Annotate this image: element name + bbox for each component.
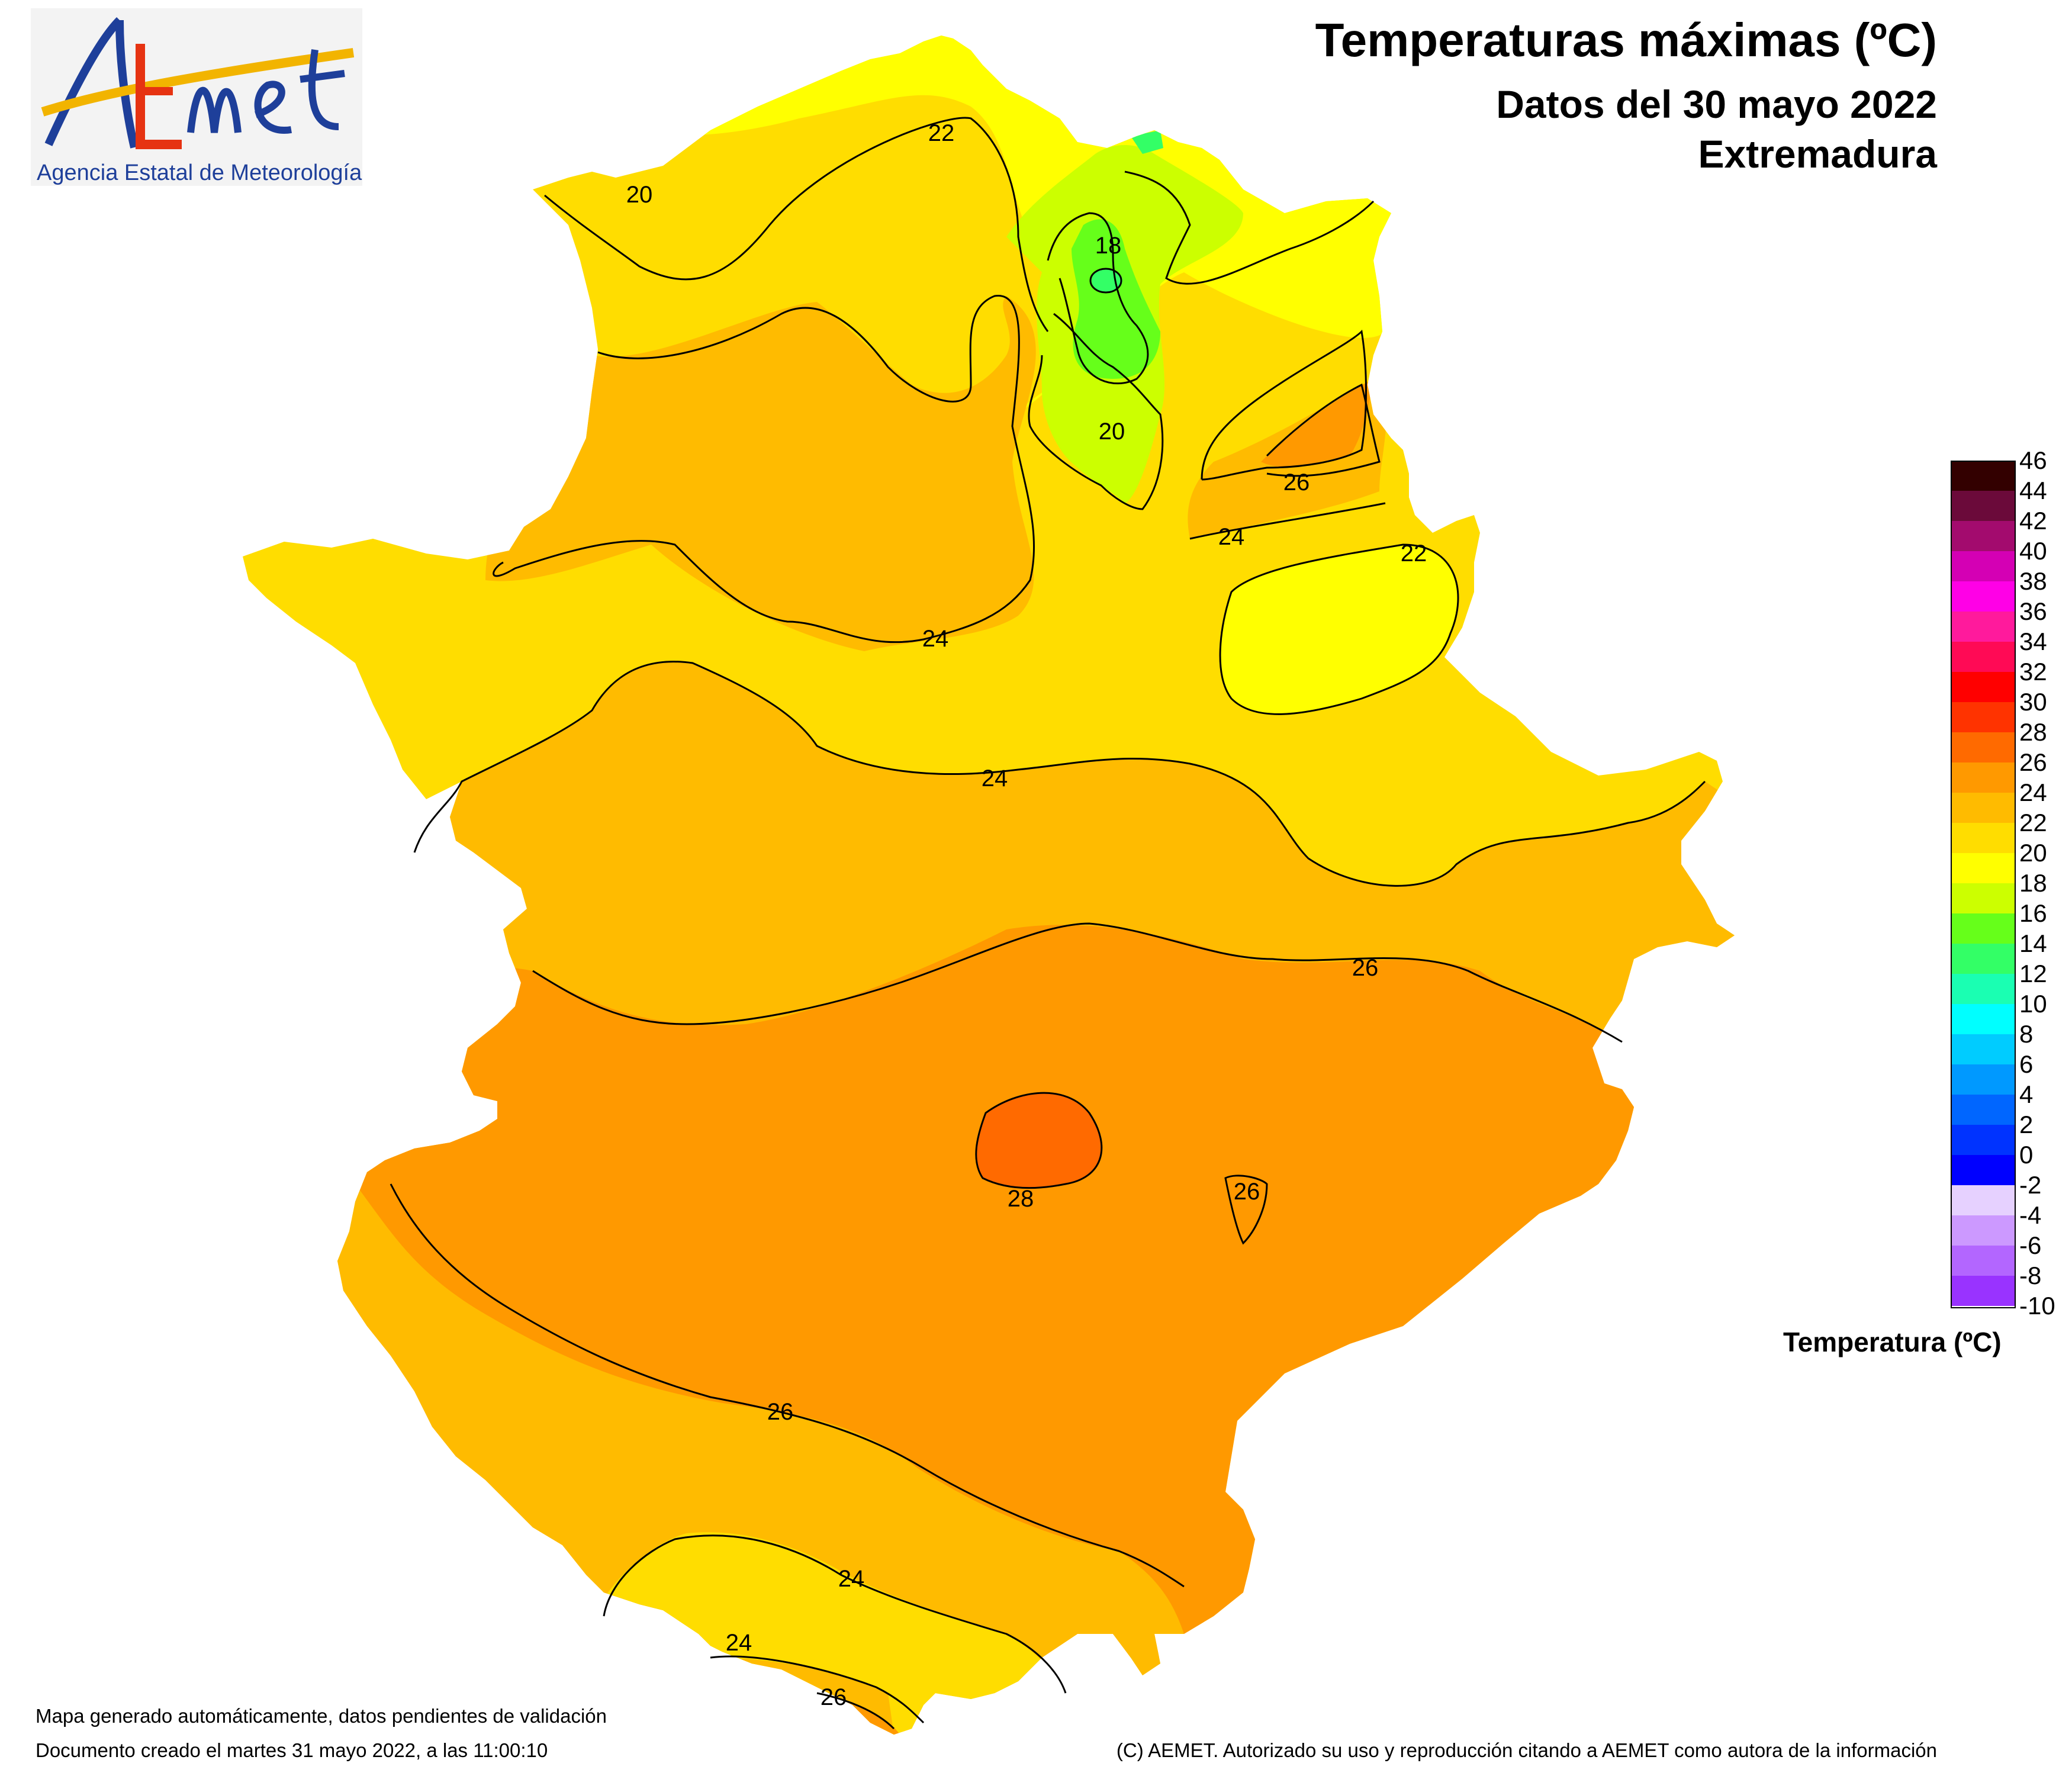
- legend-tick: 34: [2019, 628, 2047, 655]
- contour-label: 26: [821, 1684, 847, 1710]
- contour-label: 26: [767, 1399, 794, 1425]
- legend-swatch: [1951, 974, 2015, 1004]
- footer-copyright: (C) AEMET. Autorizado su uso y reproducc…: [1116, 1739, 1937, 1761]
- legend-tick: 42: [2019, 507, 2047, 535]
- legend-swatch: [1951, 1064, 2015, 1095]
- footer-created: Documento creado el martes 31 mayo 2022,…: [36, 1739, 548, 1761]
- map-title: Temperaturas máximas (ºC): [1315, 14, 1937, 66]
- legend-tick: 26: [2019, 748, 2047, 776]
- legend-swatch: [1951, 732, 2015, 762]
- legend-tick: 14: [2019, 929, 2047, 957]
- legend-tick: 38: [2019, 567, 2047, 595]
- isolines: [390, 117, 1706, 1730]
- contour-label: 24: [726, 1630, 752, 1656]
- legend-frame: [1951, 461, 2016, 1308]
- legend-tick: -4: [2019, 1201, 2042, 1229]
- legend-tick: 4: [2019, 1080, 2034, 1108]
- contour-label: 28: [1008, 1186, 1034, 1212]
- aemet-logo-mark: Agencia Estatal de Meteorología: [37, 17, 362, 185]
- legend-swatch: [1951, 853, 2015, 883]
- legend-swatch: [1951, 491, 2015, 521]
- agency-name: Agencia Estatal de Meteorología: [37, 160, 362, 185]
- band-14-16: [1131, 130, 1163, 154]
- legend-swatch: [1951, 642, 2015, 672]
- legend-tick: 8: [2019, 1020, 2034, 1048]
- legend-swatch: [1951, 1155, 2015, 1185]
- contour-label: 22: [928, 120, 955, 146]
- legend-swatch: [1951, 581, 2015, 612]
- legend-tick: 30: [2019, 688, 2047, 716]
- legend-swatch: [1951, 1004, 2015, 1034]
- legend-tick: 44: [2019, 477, 2047, 504]
- band-16-18: [1072, 219, 1160, 379]
- legend-swatch: [1951, 1246, 2015, 1276]
- contour-label: 24: [982, 765, 1008, 792]
- legend-tick: -6: [2019, 1231, 2042, 1259]
- legend-swatch: [1951, 944, 2015, 974]
- contour-label: 24: [1218, 524, 1245, 550]
- map-date: Datos del 30 mayo 2022: [1496, 82, 1937, 126]
- legend-swatch: [1951, 762, 2015, 793]
- legend-tick: 6: [2019, 1050, 2034, 1078]
- legend-swatch: [1951, 672, 2015, 702]
- legend-swatch: [1951, 521, 2015, 551]
- legend-tick: 32: [2019, 658, 2047, 686]
- legend-tick: 16: [2019, 899, 2047, 927]
- legend-tick: 10: [2019, 990, 2047, 1018]
- legend-swatch: [1951, 793, 2015, 823]
- legend-swatch: [1951, 702, 2015, 732]
- contour-label: 20: [1099, 419, 1125, 445]
- legend-swatch: [1951, 913, 2015, 944]
- legend-title: Temperatura (ºC): [1783, 1327, 2002, 1357]
- band-24-26-north: [485, 296, 1036, 651]
- map-region: Extremadura: [1698, 132, 1937, 176]
- legend-swatch: [1951, 1034, 2015, 1064]
- contour-label: 20: [626, 182, 653, 208]
- legend-swatch: [1951, 551, 2015, 581]
- legend-tick: -2: [2019, 1171, 2042, 1199]
- legend-swatch: [1951, 461, 2015, 491]
- contour-label: 26: [1283, 469, 1310, 496]
- legend-tick: 2: [2019, 1111, 2034, 1138]
- legend-tick: 40: [2019, 537, 2047, 565]
- legend-tick: 22: [2019, 809, 2047, 836]
- legend-tick: -10: [2019, 1292, 2055, 1320]
- legend-tick: 24: [2019, 778, 2047, 806]
- band-26-28-ne: [1261, 379, 1373, 467]
- legend-swatch: [1951, 1125, 2015, 1155]
- legend-swatch: [1951, 1276, 2015, 1306]
- contour-label: 22: [1401, 540, 1427, 567]
- band-20-22-east: [1220, 545, 1459, 715]
- contour-label: 26: [1234, 1179, 1260, 1205]
- legend-swatch: [1951, 1095, 2015, 1125]
- legend-tick: 12: [2019, 960, 2047, 987]
- legend-tick: 18: [2019, 869, 2047, 897]
- footer-note: Mapa generado automáticamente, datos pen…: [36, 1705, 607, 1727]
- legend-swatch: [1951, 823, 2015, 853]
- legend-swatch: [1951, 612, 2015, 642]
- legend-swatch: [1951, 1185, 2015, 1215]
- legend-tick: 28: [2019, 718, 2047, 746]
- legend-swatch: [1951, 1215, 2015, 1246]
- legend-swatch: [1951, 883, 2015, 913]
- contour-label: 18: [1095, 233, 1122, 259]
- legend-tick: -8: [2019, 1262, 2042, 1289]
- legend-tick: 0: [2019, 1141, 2034, 1169]
- band-28-30: [976, 1093, 1102, 1188]
- legend-tick: 36: [2019, 597, 2047, 625]
- contour-labels: 22 20 18 20 26 24 22 24 24 26 28 26 26 2…: [626, 120, 1427, 1710]
- contour-label: 26: [1352, 955, 1379, 981]
- contour-label: 24: [838, 1566, 865, 1592]
- legend-tick: 46: [2019, 446, 2047, 474]
- contour-label: 24: [922, 626, 949, 652]
- legend-tick: 20: [2019, 839, 2047, 867]
- aemet-logo: Agencia Estatal de Meteorología: [31, 8, 362, 186]
